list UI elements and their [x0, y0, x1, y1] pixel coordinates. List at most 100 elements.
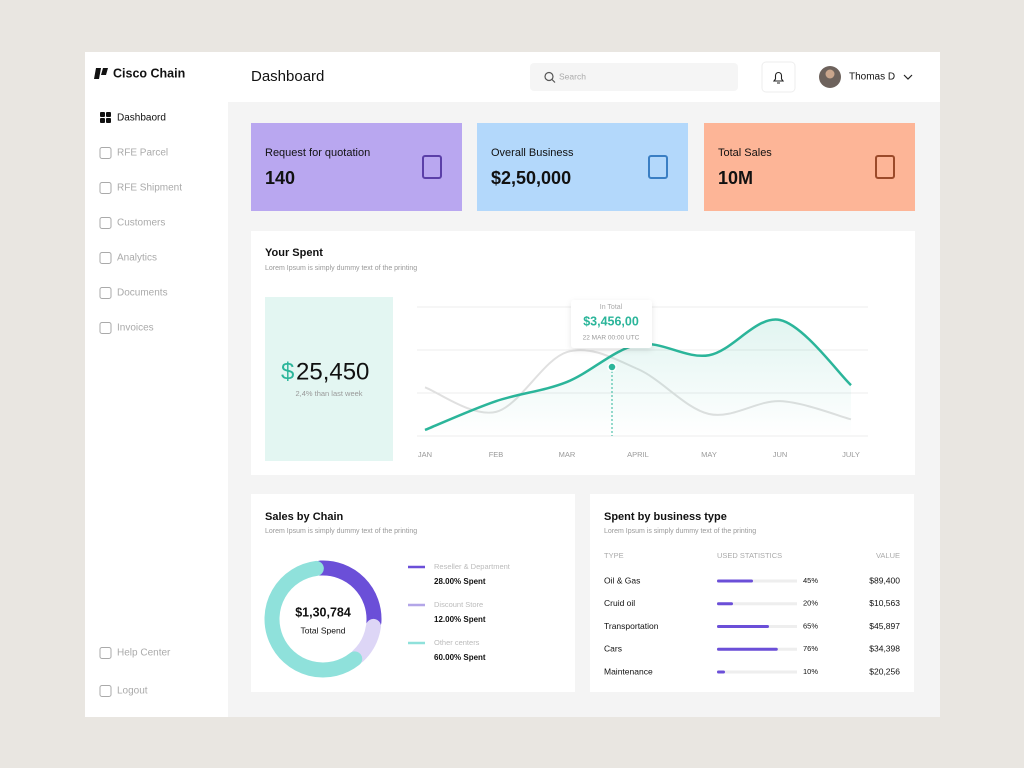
card-value: 10M	[718, 168, 753, 188]
brand-logo	[94, 68, 108, 79]
nav-item[interactable]: Invoices	[117, 323, 154, 334]
column-header: USED STATISTICS	[717, 551, 782, 560]
row-value: $45,897	[869, 621, 900, 631]
currency-sign: $	[281, 358, 294, 385]
brand-name: Cisco Chain	[113, 66, 185, 80]
stat-card	[477, 123, 688, 211]
nav: Dashbaord RFE Parcel RFE Shipment Customers…	[99, 112, 182, 697]
nav-item[interactable]: Help Center	[117, 648, 171, 659]
row-value: $10,563	[869, 598, 900, 608]
x-tick-label: APRIL	[627, 450, 649, 459]
stat-bar	[717, 670, 725, 674]
panel-subtitle: Lorem Ipsum is simply dummy text of the …	[265, 528, 417, 535]
x-tick-label: FEB	[489, 450, 504, 459]
user-menu-chevron[interactable]	[903, 74, 913, 80]
nav-item[interactable]: RFE Parcel	[117, 148, 168, 159]
panel-subtitle: Lorem Ipsum is simply dummy text of the …	[604, 528, 756, 535]
stat-cards: Request for quotation 140 Overall Business…	[251, 123, 915, 211]
legend-value: 28.00% Spent	[434, 577, 486, 586]
stat-label: 45%	[803, 576, 818, 585]
line-area	[425, 319, 851, 436]
nav-icon	[99, 647, 112, 659]
spent-amount: 25,450	[296, 358, 369, 385]
row-type: Cruid oil	[604, 598, 635, 608]
sidebar	[85, 52, 228, 717]
card-value: $2,50,000	[491, 168, 571, 188]
hover-point	[607, 362, 617, 372]
card-icon	[648, 155, 668, 179]
stat-card	[704, 123, 915, 211]
donut-segment	[264, 560, 363, 678]
nav-item[interactable]: Analytics	[117, 253, 157, 264]
stat-bar	[717, 579, 753, 583]
panel-title: Your Spent	[265, 247, 323, 259]
nav-icon	[99, 685, 112, 697]
panel-subtitle: Lorem Ipsum is simply dummy text of the …	[265, 265, 417, 272]
stat-card	[251, 123, 462, 211]
page-title: Dashboard	[251, 68, 324, 85]
spent-summary	[265, 297, 393, 461]
spent-note: 2,4% than last week	[295, 389, 362, 398]
donut-total: $1,30,784	[295, 605, 351, 619]
x-tick-label: MAY	[701, 450, 717, 459]
nav-icon	[99, 287, 112, 299]
card-label: Request for quotation	[265, 147, 370, 159]
stat-bar	[717, 625, 769, 628]
legend-value: 12.00% Spent	[434, 615, 486, 624]
notification-button[interactable]	[761, 61, 796, 93]
user-name[interactable]: Thomas D	[849, 72, 895, 83]
card-icon	[875, 155, 895, 179]
row-value: $34,398	[869, 644, 900, 654]
legend-value: 60.00% Spent	[434, 653, 486, 662]
legend-name: Other centers	[434, 638, 480, 647]
business-panel	[590, 494, 914, 692]
donut-segment	[313, 560, 382, 630]
column-header: TYPE	[604, 551, 624, 560]
donut-chart: Reseller & Department 28.00% Spent Discoun…	[264, 560, 511, 678]
bar-track	[717, 670, 797, 674]
row-type: Cars	[604, 644, 622, 654]
row-value: $20,256	[869, 666, 900, 676]
nav-item[interactable]: Logout	[117, 686, 148, 697]
nav-item[interactable]: Documents	[117, 288, 168, 299]
nav-icon	[106, 118, 111, 123]
bar-track	[717, 602, 797, 606]
stat-label: 10%	[803, 667, 818, 676]
donut-total-label: Total Spend	[301, 625, 346, 635]
stat-label: 20%	[803, 599, 818, 608]
stat-label: 76%	[803, 644, 818, 653]
x-tick-label: JUN	[773, 450, 788, 459]
nav-icon	[100, 112, 105, 117]
row-type: Oil & Gas	[604, 575, 640, 585]
search-icon	[544, 71, 554, 82]
nav-icon	[99, 217, 112, 229]
panel-title: Spent by business type	[604, 511, 727, 523]
nav-icon	[100, 118, 105, 123]
nav-icon	[106, 112, 111, 117]
card-value: 140	[265, 168, 295, 188]
legend-name: Reseller & Department	[434, 562, 511, 571]
nav-item[interactable]: Customers	[117, 218, 165, 229]
nav-item[interactable]: Dashbaord	[117, 113, 166, 124]
card-icon	[422, 155, 442, 179]
line-chart: JAN FEB MAR APRIL MAY JUN JULY In Total $3,456,0…	[417, 300, 868, 459]
row-type: Transportation	[604, 621, 659, 631]
row-value: $89,400	[869, 575, 900, 585]
tooltip-date: 22 MAR 00:00 UTC	[583, 335, 640, 342]
nav-icon	[99, 322, 112, 334]
search-box[interactable]	[530, 63, 738, 91]
row-type: Maintenance	[604, 666, 653, 676]
nav-item[interactable]: RFE Shipment	[117, 183, 182, 194]
stat-bar	[717, 647, 778, 651]
x-tick-label: JAN	[418, 450, 432, 459]
nav-icon	[99, 182, 112, 194]
search-placeholder: Search	[559, 71, 586, 81]
card-label: Total Sales	[718, 147, 772, 159]
stat-label: 65%	[803, 621, 818, 630]
card-label: Overall Business	[491, 147, 574, 159]
x-tick-label: JULY	[842, 450, 860, 459]
x-tick-label: MAR	[559, 450, 576, 459]
column-header: VALUE	[876, 551, 900, 560]
search-icon	[551, 79, 556, 83]
